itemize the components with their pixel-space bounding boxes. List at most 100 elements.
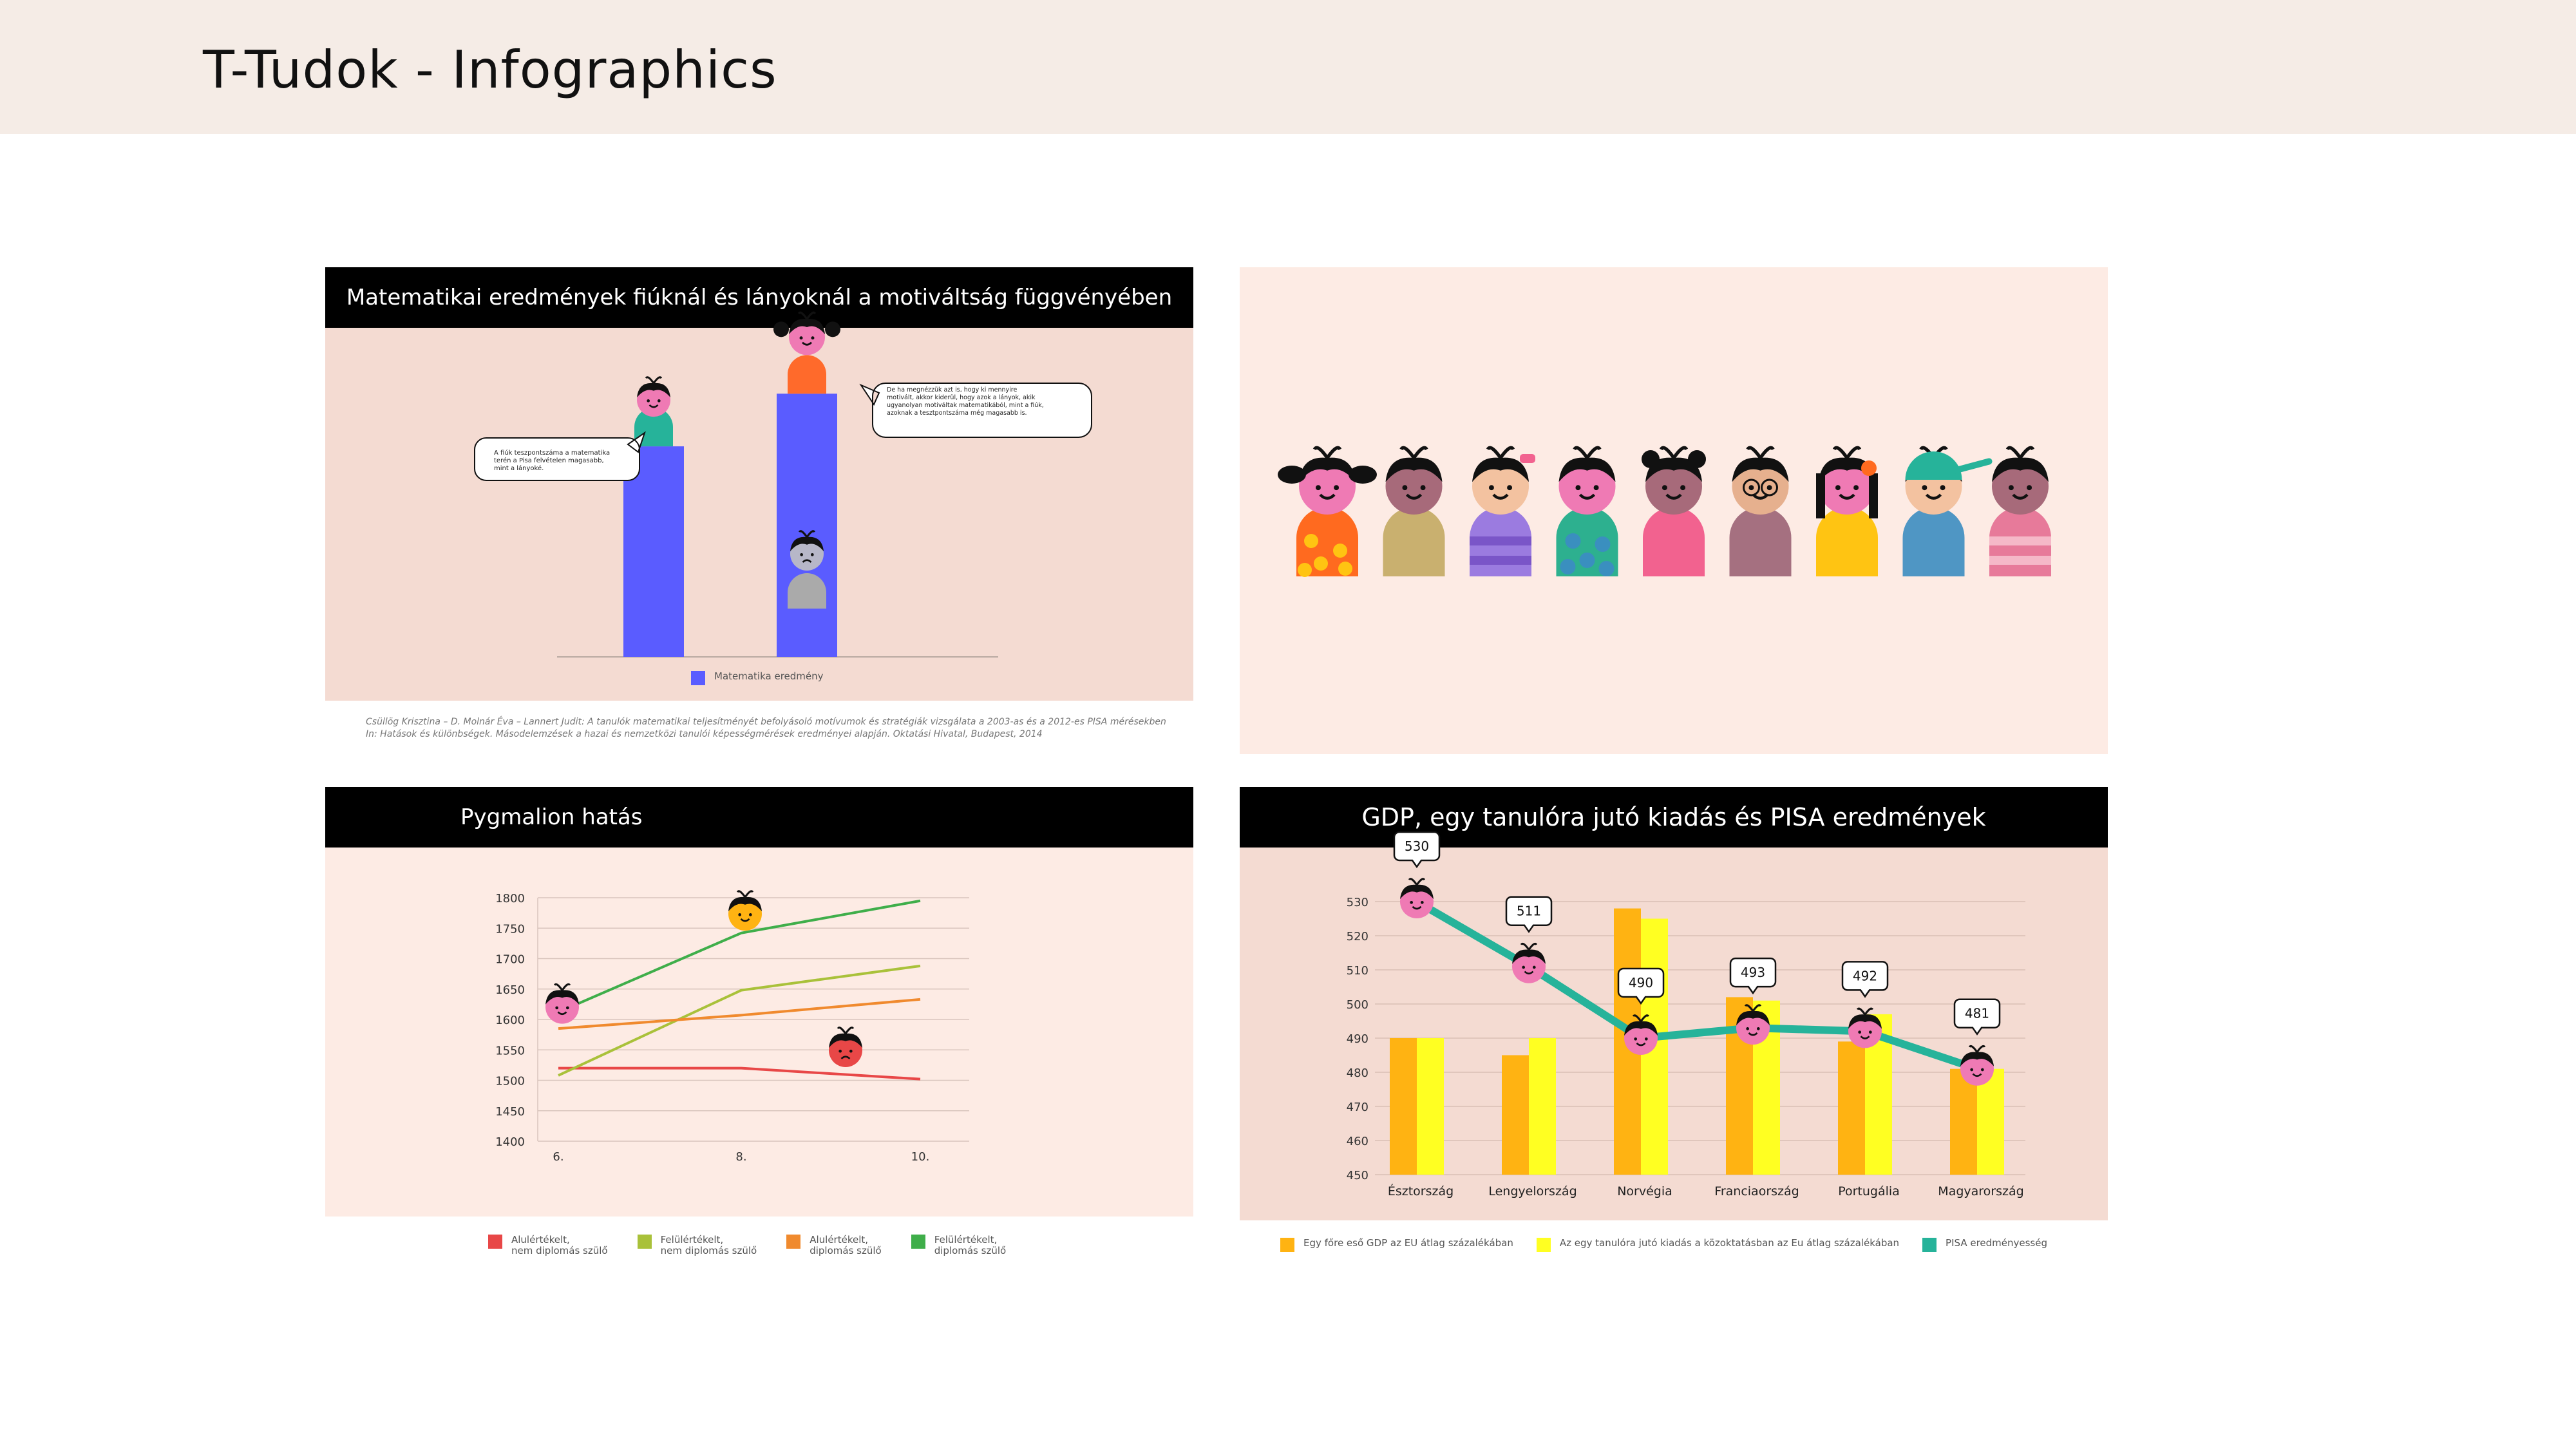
gdp-pisa-face-1-eye-left — [1410, 900, 1414, 904]
character-1-face — [1299, 446, 1356, 515]
character-3-bow — [1520, 454, 1535, 463]
citation-line-2: In: Hatások és különbségek. Másodelemzés… — [366, 729, 1043, 739]
gdp-pisa-face-3-hair — [1624, 1021, 1658, 1036]
gdp-pisa-face-5-head — [1848, 1014, 1882, 1048]
pyg-legend-item-1: Alulértékelt, nem diplomás szülő — [488, 1235, 608, 1256]
characters-panel — [1240, 267, 2108, 754]
gdp-ytick-1: 460 — [1347, 1135, 1368, 1148]
girl-pigtail-right — [825, 321, 840, 337]
pyg-series-line-1 — [558, 1066, 921, 1081]
boy-face-mouth — [649, 404, 659, 408]
pyg-face-happy-head — [728, 897, 762, 931]
legend-swatch-math — [691, 671, 705, 685]
gdp-legend-swatch-1 — [1280, 1238, 1294, 1252]
character-6-face-eye-left — [1748, 485, 1754, 491]
gdp-bar-2-6 — [1977, 1068, 2004, 1175]
pyg-face-start — [545, 983, 579, 1024]
character-8-face-eye-right — [1940, 485, 1946, 491]
pyg-face-sad-hair — [829, 1033, 862, 1048]
pyg-xtick-1: 8. — [735, 1150, 746, 1164]
grey-body — [788, 573, 826, 609]
math-bar-2 — [777, 393, 837, 657]
character-2-face-eye-right — [1420, 485, 1426, 491]
pyg-legend-item-4: Felülértékelt, diplomás szülő — [911, 1235, 1006, 1256]
boy-face-hair — [637, 383, 670, 398]
character-2-face-eye-left — [1402, 485, 1408, 491]
pyg-legend-swatch-1 — [488, 1235, 502, 1249]
gdp-ytick-5: 500 — [1347, 998, 1368, 1012]
pyg-face-sad — [829, 1027, 862, 1067]
pyg-face-sad-head — [829, 1033, 862, 1067]
gdp-label-bubble-3 — [1617, 967, 1665, 1005]
gdp-pisa-face-6 — [1960, 1045, 1994, 1086]
gdp-pisa-face-2-eye-left — [1522, 965, 1526, 969]
character-2 — [1383, 446, 1445, 576]
character-7 — [1816, 446, 1878, 576]
character-7-hair-left — [1816, 473, 1825, 518]
character-9-face-head — [1992, 458, 2049, 515]
character-4-face-sprout — [1573, 446, 1602, 459]
girl-pigtail-left — [773, 321, 789, 337]
character-5 — [1642, 446, 1706, 576]
page-title: T-Tudok - Infographics — [203, 40, 777, 100]
character-5-face-mouth — [1665, 493, 1682, 500]
character-3-face-hair — [1472, 457, 1529, 482]
gdp-xtick-4: Portugália — [1838, 1184, 1900, 1198]
gdp-xtick-1: Lengyelország — [1488, 1184, 1577, 1198]
grey-face-mouth — [802, 559, 812, 563]
boy-face-eye-left — [647, 399, 650, 402]
pyg-face-start-eye-left — [555, 1006, 559, 1010]
gdp-pisa-face-2 — [1512, 942, 1546, 983]
gdp-pisa-face-2-mouth — [1524, 971, 1534, 975]
character-5-bun-left — [1642, 450, 1660, 468]
bubble-left — [474, 431, 646, 481]
character-2-face-sprout — [1399, 446, 1428, 459]
character-7-face-head — [1819, 458, 1875, 515]
pyg-series-line-2 — [558, 964, 921, 1077]
gdp-label-bubble-4 — [1729, 957, 1777, 995]
character-9 — [1989, 446, 2051, 576]
gdp-ytick-0: 450 — [1347, 1169, 1368, 1182]
character-7-face-mouth — [1839, 493, 1855, 500]
math-results-panel: Matematikai eredmények fiúknál és lányok… — [325, 267, 1193, 701]
pyg-face-sad-eye-right — [849, 1049, 853, 1053]
character-6-face-mouth — [1752, 493, 1769, 500]
character-8-cap-brim — [1947, 458, 1993, 475]
character-9-face-sprout — [2005, 446, 2035, 459]
gdp-pisa-face-1-head — [1400, 885, 1434, 918]
gdp-pisa-face-6-hair — [1960, 1052, 1994, 1066]
pyg-legend-swatch-2 — [637, 1235, 652, 1249]
math-bar-1 — [623, 446, 684, 657]
pyg-face-happy-hair — [728, 896, 762, 912]
gdp-pisa-face-5-eye-right — [1868, 1030, 1872, 1034]
character-5-face — [1645, 446, 1702, 515]
character-3-face-mouth — [1492, 493, 1509, 500]
gdp-ytick-6: 510 — [1347, 964, 1368, 978]
gdp-label-bubble-6 — [1953, 998, 2001, 1036]
character-3-face-eye-left — [1488, 485, 1494, 491]
gdp-legend-item-1: Egy főre eső GDP az EU átlag százalékába… — [1280, 1238, 1513, 1252]
girl-face — [789, 311, 825, 355]
pyg-legend-item-3: Alulértékelt, diplomás szülő — [786, 1235, 882, 1256]
gdp-xtick-3: Franciaország — [1714, 1184, 1799, 1198]
character-2-face-mouth — [1405, 493, 1423, 500]
character-2-face-hair — [1385, 457, 1443, 482]
grey-face-eye-right — [810, 553, 814, 556]
character-4-dot-0 — [1565, 533, 1581, 549]
character-5-face-eye-left — [1662, 485, 1667, 491]
character-1 — [1278, 446, 1377, 577]
gdp-pisa-face-4-eye-right — [1756, 1027, 1760, 1030]
pyg-legend-swatch-3 — [786, 1235, 801, 1249]
character-1-dot-2 — [1314, 556, 1328, 571]
character-3-stripe-0 — [1470, 536, 1531, 545]
boy-face — [637, 376, 670, 417]
pyg-legend-label-2: Felülértékelt, nem diplomás szülő — [660, 1234, 757, 1256]
character-6-glasses-left — [1743, 478, 1760, 497]
grey-face-sprout — [798, 530, 816, 538]
gdp-pisa-face-3 — [1624, 1014, 1658, 1055]
gdp-legend-item-3: PISA eredményesség — [1922, 1238, 2047, 1252]
gdp-pisa-line — [1414, 898, 1978, 1073]
character-4-face-eye-left — [1575, 485, 1581, 491]
gdp-pisa-face-2-eye-right — [1532, 965, 1536, 969]
pyg-ytick-4: 1600 — [495, 1014, 525, 1027]
